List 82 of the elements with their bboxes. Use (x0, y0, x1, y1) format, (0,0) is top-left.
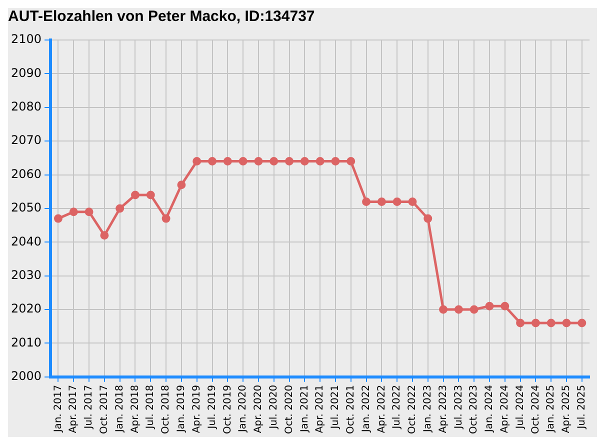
x-tick-label: Apr. 2021 (314, 384, 326, 434)
x-tick-label: Apr. 2024 (499, 384, 510, 434)
y-tick-label: 2040 (10, 234, 42, 248)
x-tick-label: Jan. 2024 (484, 384, 496, 434)
point (84, 208, 94, 216)
point (100, 231, 109, 240)
point (408, 197, 417, 206)
x-tick-label: Jul. 2020 (268, 384, 280, 430)
x-tick-label: Jan. 2018 (114, 384, 126, 434)
point (131, 190, 140, 200)
point (238, 157, 248, 166)
x-tick-label: Jan. 2019 (176, 384, 188, 434)
x-tick-label: Jul. 2018 (145, 384, 156, 430)
x-tick-label: Apr. 2023 (438, 384, 449, 434)
point (316, 157, 324, 166)
point (500, 302, 510, 310)
point (377, 197, 386, 206)
y-tick-label: 2070 (10, 133, 42, 148)
point (531, 318, 540, 328)
point (454, 305, 463, 314)
y-tick-label: 2020 (10, 302, 42, 316)
point (146, 190, 155, 200)
x-tick-label: Apr. 2020 (253, 384, 264, 434)
x-tick-label: Jul. 2024 (514, 384, 526, 430)
x-tick-label: Oct. 2017 (99, 384, 110, 434)
point (346, 157, 356, 166)
x-tick-label: Oct. 2018 (160, 384, 172, 434)
y-tick-label: 2000 (10, 369, 42, 384)
point (424, 214, 432, 223)
point (362, 197, 371, 206)
x-tick-label: Jan. 2021 (299, 384, 310, 434)
x-tick-label: Apr. 2022 (376, 384, 388, 434)
x-tick-label: Jan. 2017 (52, 384, 64, 434)
point (69, 208, 78, 216)
y-tick-label: 2050 (10, 200, 42, 215)
y-tick-label: 2010 (10, 335, 42, 350)
point (300, 157, 309, 166)
y-tick-label: 2030 (10, 268, 42, 282)
point (285, 157, 294, 166)
x-tick-label: Oct. 2023 (468, 384, 480, 434)
point (485, 302, 494, 310)
point (162, 214, 170, 223)
x-tick-label: Jul. 2019 (206, 384, 218, 430)
x-tick-label: Jan. 2023 (422, 384, 434, 434)
point (439, 305, 448, 314)
point (392, 197, 402, 206)
y-tick-label: 2080 (10, 100, 42, 114)
point (546, 318, 556, 328)
point (470, 305, 478, 314)
x-tick-label: Jul. 2022 (392, 384, 403, 430)
point (223, 157, 232, 166)
point (208, 157, 217, 166)
x-tick-label: Oct. 2024 (530, 384, 542, 434)
point (562, 318, 571, 328)
point (578, 318, 586, 328)
chart-title: AUT-Elozahlen von Peter Macko, ID:134737 (8, 8, 315, 26)
x-tick-label: Apr. 2017 (68, 384, 80, 434)
point (516, 318, 525, 328)
x-tick-label: Apr. 2025 (561, 384, 572, 434)
x-tick-label: Jul. 2025 (576, 384, 588, 430)
y-tick-label: 2090 (10, 66, 42, 80)
x-tick-label: Oct. 2019 (222, 384, 234, 434)
x-tick-label: Jan. 2025 (546, 384, 557, 434)
x-tick-label: Jan. 2022 (360, 384, 372, 434)
x-tick-label: Oct. 2020 (284, 384, 295, 434)
point (270, 157, 278, 166)
point (54, 214, 62, 223)
y-tick-label: 2060 (10, 166, 42, 181)
x-tick-label: Oct. 2022 (407, 384, 418, 434)
x-tick-label: Apr. 2019 (191, 384, 202, 434)
point (116, 204, 124, 213)
x-tick-label: Oct. 2021 (345, 384, 356, 434)
x-tick-label: Apr. 2018 (130, 384, 141, 434)
y-tick-label: 2100 (10, 32, 42, 46)
x-tick-label: Jul. 2023 (453, 384, 464, 430)
x-tick-label: Jan. 2020 (238, 384, 249, 434)
point (192, 157, 202, 166)
x-tick-label: Jul. 2017 (84, 384, 95, 430)
x-tick-label: Jul. 2021 (330, 384, 342, 430)
point (331, 157, 340, 166)
point (254, 157, 263, 166)
point (177, 180, 186, 190)
